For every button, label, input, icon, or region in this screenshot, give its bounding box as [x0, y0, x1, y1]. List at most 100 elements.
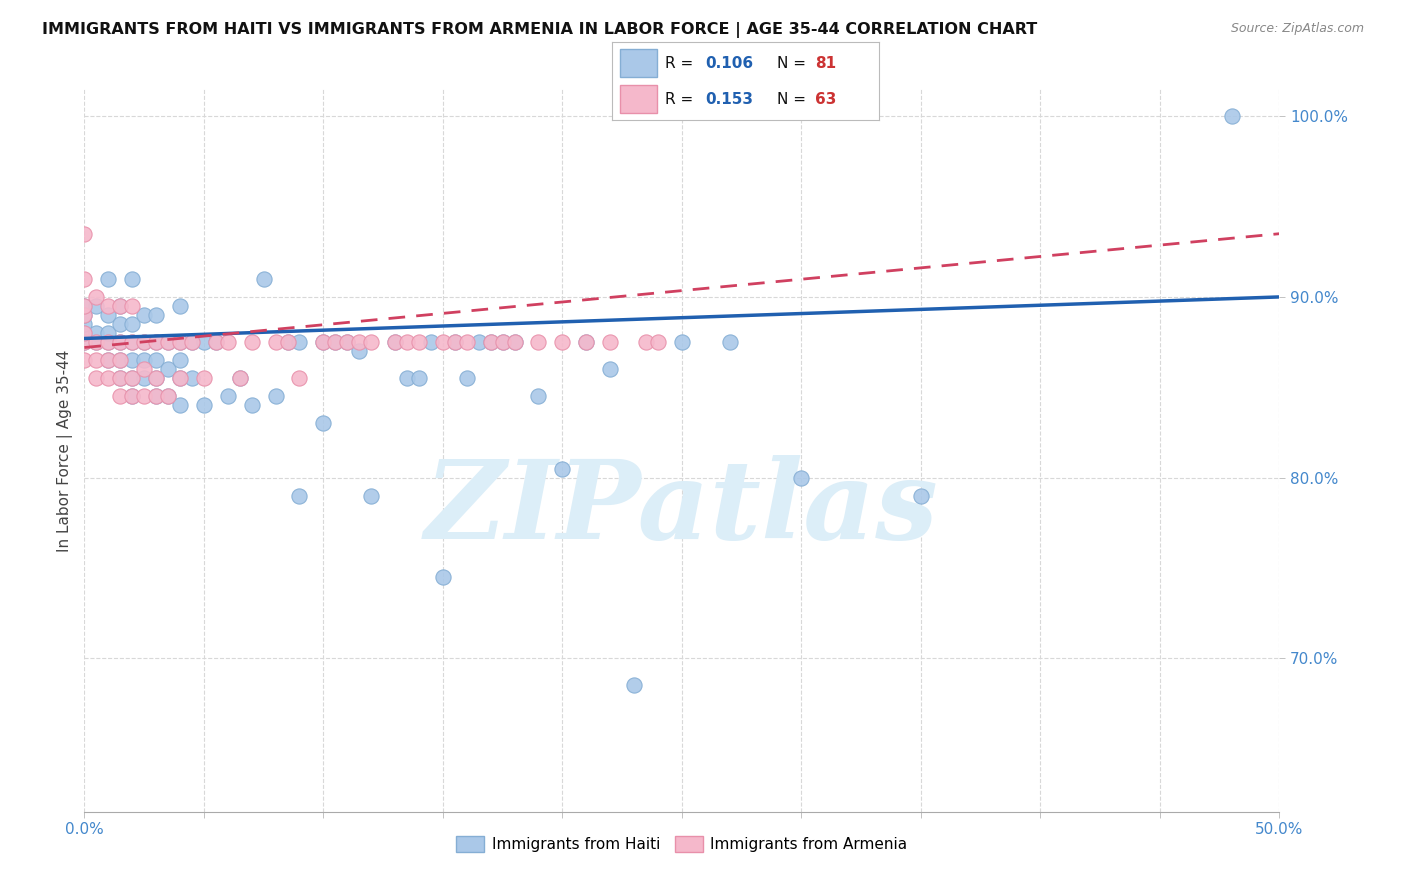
- Point: [86, 334, 108, 349]
- Point: [336, 334, 359, 349]
- Point: [408, 371, 430, 385]
- Point: [420, 334, 443, 349]
- Point: [73, 334, 96, 349]
- Point: [551, 461, 574, 475]
- Point: [145, 334, 167, 349]
- Text: 0.106: 0.106: [706, 55, 754, 70]
- Point: [575, 334, 598, 349]
- Point: [121, 353, 143, 368]
- Point: [718, 334, 741, 349]
- Point: [217, 334, 239, 349]
- Point: [145, 389, 167, 403]
- Point: [790, 470, 813, 484]
- Point: [110, 299, 132, 313]
- Point: [240, 398, 263, 412]
- Y-axis label: In Labor Force | Age 35-44: In Labor Force | Age 35-44: [58, 350, 73, 551]
- Point: [110, 389, 132, 403]
- Point: [110, 371, 132, 385]
- Point: [110, 317, 132, 331]
- Point: [264, 334, 287, 349]
- Point: [492, 334, 515, 349]
- Point: [86, 353, 108, 368]
- Point: [396, 371, 419, 385]
- Point: [132, 389, 156, 403]
- Point: [145, 353, 167, 368]
- Point: [121, 371, 143, 385]
- Point: [97, 272, 120, 286]
- Text: IMMIGRANTS FROM HAITI VS IMMIGRANTS FROM ARMENIA IN LABOR FORCE | AGE 35-44 CORR: IMMIGRANTS FROM HAITI VS IMMIGRANTS FROM…: [42, 22, 1038, 38]
- Point: [121, 334, 143, 349]
- Point: [86, 290, 108, 304]
- Point: [169, 334, 191, 349]
- Point: [73, 272, 96, 286]
- Point: [73, 317, 96, 331]
- Text: 81: 81: [814, 55, 835, 70]
- Text: ZIPatlas: ZIPatlas: [425, 455, 939, 562]
- Point: [121, 371, 143, 385]
- Point: [73, 334, 96, 349]
- Point: [132, 371, 156, 385]
- Point: [181, 371, 204, 385]
- Point: [121, 272, 143, 286]
- Point: [527, 334, 550, 349]
- Point: [145, 371, 167, 385]
- Point: [97, 353, 120, 368]
- Point: [253, 272, 276, 286]
- Point: [73, 308, 96, 322]
- Point: [229, 371, 252, 385]
- Point: [73, 227, 96, 241]
- Text: N =: N =: [778, 92, 811, 107]
- Point: [229, 371, 252, 385]
- Point: [157, 389, 180, 403]
- Point: [169, 398, 191, 412]
- Point: [264, 389, 287, 403]
- Point: [456, 334, 478, 349]
- Point: [408, 334, 430, 349]
- Point: [132, 362, 156, 376]
- Point: [121, 317, 143, 331]
- Point: [349, 334, 371, 349]
- Point: [193, 334, 215, 349]
- Point: [1220, 109, 1243, 123]
- Point: [240, 334, 263, 349]
- Point: [312, 417, 335, 431]
- Point: [169, 353, 191, 368]
- Point: [169, 371, 191, 385]
- Point: [157, 334, 180, 349]
- Point: [288, 489, 311, 503]
- FancyBboxPatch shape: [620, 85, 657, 113]
- Point: [479, 334, 502, 349]
- Text: 0.153: 0.153: [706, 92, 754, 107]
- Point: [575, 334, 598, 349]
- Point: [599, 362, 621, 376]
- Point: [132, 334, 156, 349]
- Point: [312, 334, 335, 349]
- Legend: Immigrants from Haiti, Immigrants from Armenia: Immigrants from Haiti, Immigrants from A…: [450, 830, 914, 858]
- Point: [97, 353, 120, 368]
- Point: [492, 334, 515, 349]
- Point: [157, 389, 180, 403]
- Point: [97, 334, 120, 349]
- Point: [145, 371, 167, 385]
- Point: [647, 334, 669, 349]
- FancyBboxPatch shape: [620, 49, 657, 78]
- Point: [396, 334, 419, 349]
- Point: [121, 299, 143, 313]
- Point: [73, 326, 96, 340]
- Point: [73, 299, 96, 313]
- Point: [205, 334, 228, 349]
- Point: [551, 334, 574, 349]
- Point: [97, 326, 120, 340]
- Point: [97, 299, 120, 313]
- Point: [671, 334, 693, 349]
- Point: [97, 334, 120, 349]
- Point: [145, 334, 167, 349]
- Point: [384, 334, 406, 349]
- Point: [205, 334, 228, 349]
- Point: [97, 371, 120, 385]
- Point: [121, 334, 143, 349]
- Point: [599, 334, 621, 349]
- Point: [97, 308, 120, 322]
- Point: [636, 334, 658, 349]
- Point: [325, 334, 347, 349]
